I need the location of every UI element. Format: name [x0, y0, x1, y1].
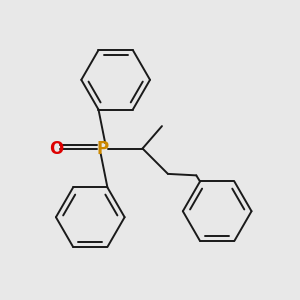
- Text: P: P: [96, 140, 108, 158]
- Text: O: O: [50, 140, 64, 158]
